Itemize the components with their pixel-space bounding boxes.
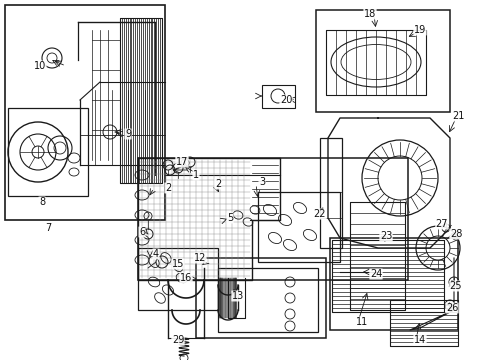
Bar bbox=[319, 138, 341, 248]
Text: 21: 21 bbox=[451, 111, 463, 121]
Text: 9: 9 bbox=[124, 129, 131, 139]
Text: 1: 1 bbox=[193, 170, 199, 180]
Text: 8: 8 bbox=[39, 197, 45, 207]
Text: 13: 13 bbox=[231, 291, 244, 301]
Text: 16: 16 bbox=[180, 273, 192, 283]
Text: 17: 17 bbox=[176, 157, 188, 167]
Text: 24: 24 bbox=[369, 269, 382, 279]
Text: 3: 3 bbox=[259, 177, 264, 187]
Text: 11: 11 bbox=[355, 317, 367, 327]
Text: 15: 15 bbox=[171, 259, 184, 269]
Text: 27: 27 bbox=[435, 219, 447, 229]
Bar bbox=[389, 300, 457, 346]
Text: 7: 7 bbox=[45, 223, 51, 233]
Bar bbox=[258, 192, 339, 262]
Text: 2: 2 bbox=[214, 179, 221, 189]
Bar bbox=[218, 268, 317, 332]
Text: 6: 6 bbox=[139, 227, 145, 237]
Text: 14: 14 bbox=[413, 335, 425, 345]
Text: 12: 12 bbox=[193, 253, 206, 263]
Text: 20: 20 bbox=[279, 95, 292, 105]
Text: 18: 18 bbox=[363, 9, 375, 19]
Bar bbox=[5, 5, 164, 220]
Bar bbox=[138, 158, 407, 280]
Bar bbox=[329, 238, 457, 330]
Text: 5: 5 bbox=[226, 213, 233, 223]
Text: 19: 19 bbox=[413, 25, 425, 35]
Bar bbox=[196, 258, 325, 338]
Text: 2: 2 bbox=[164, 183, 171, 193]
Text: 4: 4 bbox=[153, 249, 159, 259]
Text: 23: 23 bbox=[379, 231, 391, 241]
Text: 25: 25 bbox=[449, 281, 461, 291]
Text: 10: 10 bbox=[34, 61, 46, 71]
Text: 29: 29 bbox=[171, 335, 184, 345]
Text: 22: 22 bbox=[313, 209, 325, 219]
Bar bbox=[262, 85, 294, 108]
Bar bbox=[331, 240, 443, 312]
Bar bbox=[349, 202, 404, 310]
Text: 28: 28 bbox=[449, 229, 461, 239]
Bar bbox=[325, 30, 425, 95]
Bar bbox=[138, 248, 218, 310]
Bar bbox=[120, 18, 162, 183]
Bar bbox=[315, 10, 449, 112]
Bar bbox=[8, 108, 88, 196]
Text: 26: 26 bbox=[445, 303, 457, 313]
